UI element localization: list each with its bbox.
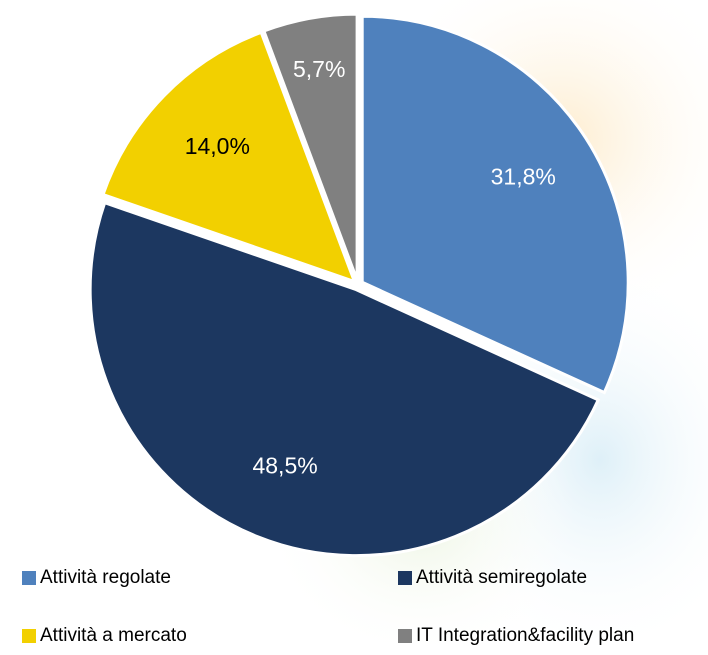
legend-swatch — [22, 629, 36, 643]
legend-swatch — [398, 629, 412, 643]
slice-label: 31,8% — [491, 164, 556, 190]
pie-slice — [261, 12, 359, 281]
slice-label: 48,5% — [252, 453, 317, 479]
legend-label: Attività a mercato — [40, 625, 187, 646]
legend-label: Attività regolate — [40, 567, 171, 588]
legend-label: Attività semiregolate — [416, 567, 587, 588]
pie-slice — [88, 200, 601, 558]
legend-swatch — [22, 571, 36, 585]
slice-label: 14,0% — [185, 133, 250, 159]
pie-slice — [360, 14, 630, 395]
legend-label: IT Integration&facility plan — [416, 625, 634, 646]
pie: 31,8% 48,5% 14,0% 5,7% — [88, 12, 630, 558]
legend-swatch — [398, 571, 412, 585]
pie-slice — [101, 30, 357, 284]
slice-label: 5,7% — [293, 56, 345, 82]
legend: Attività regolate Attività semiregolate At… — [22, 567, 634, 646]
